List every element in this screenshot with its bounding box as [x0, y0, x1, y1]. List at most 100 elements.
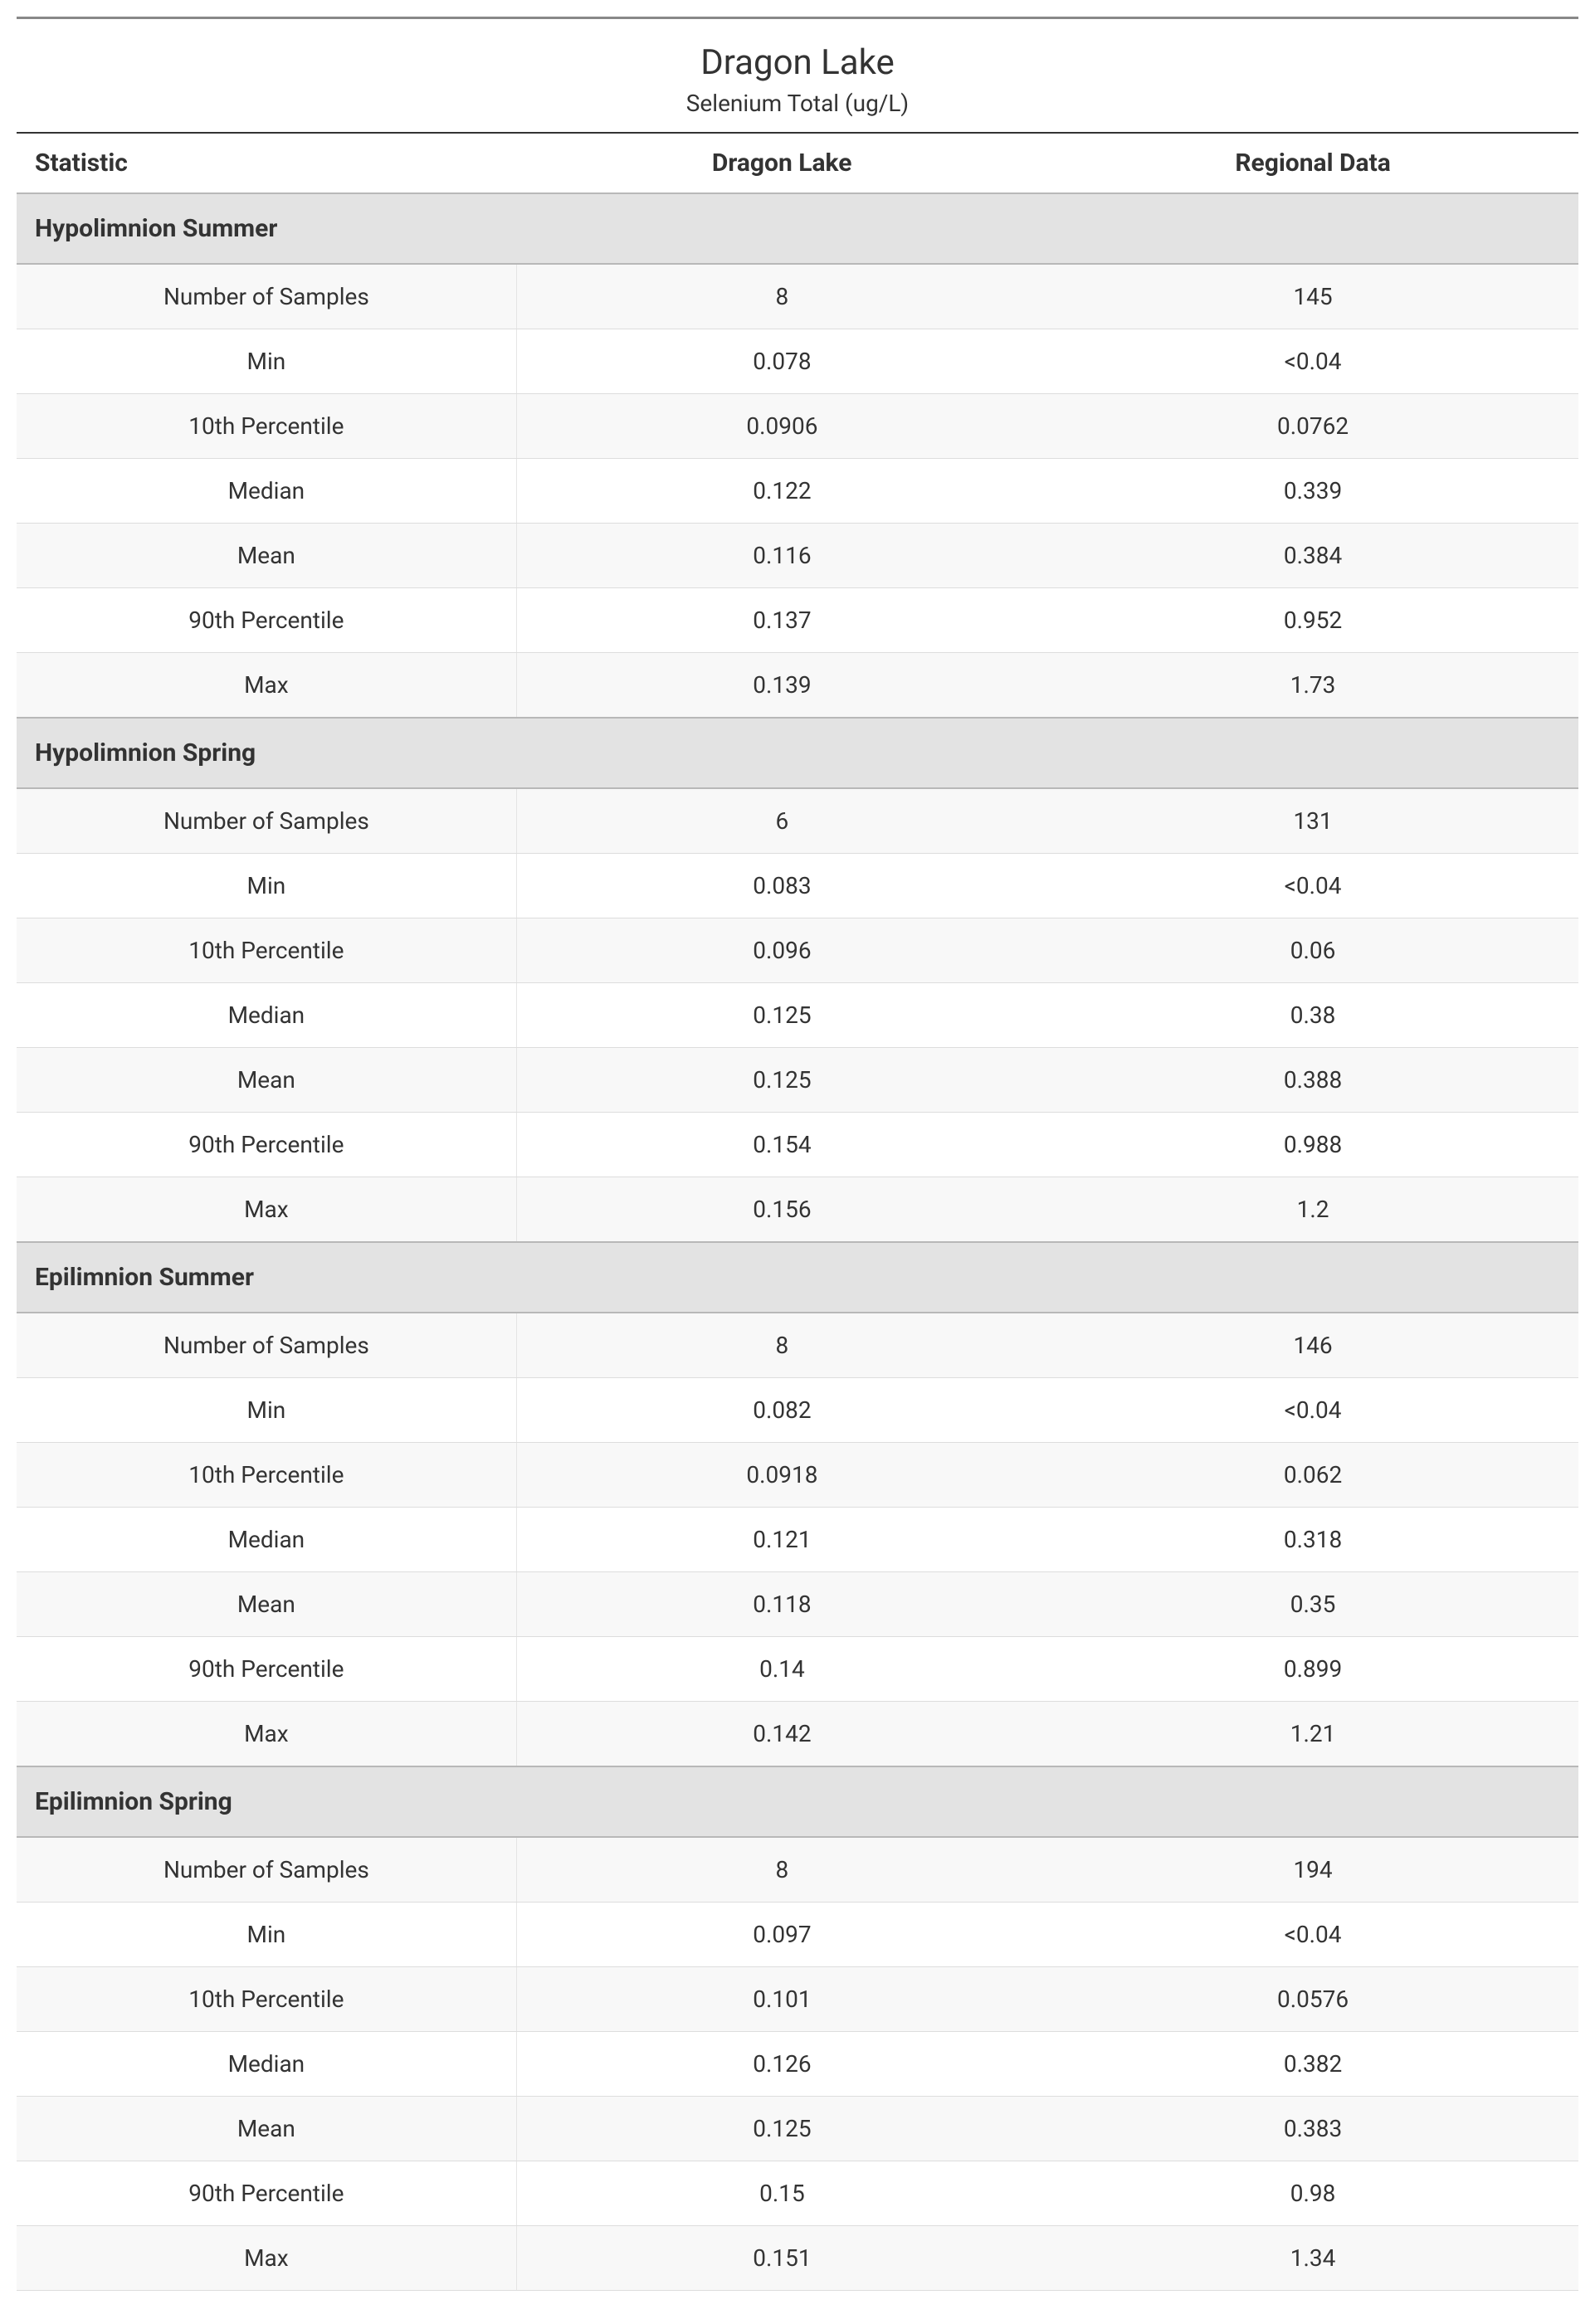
stat-label: Max	[17, 2226, 516, 2291]
section-title: Hypolimnion Spring	[17, 718, 1578, 788]
stat-label: Max	[17, 653, 516, 719]
local-value: 0.083	[516, 854, 1047, 918]
regional-value: 131	[1047, 788, 1578, 854]
regional-value: 0.38	[1047, 983, 1578, 1048]
regional-value: <0.04	[1047, 329, 1578, 394]
table-row: Median0.1220.339	[17, 459, 1578, 524]
table-row: 10th Percentile0.1010.0576	[17, 1967, 1578, 2032]
table-row: 90th Percentile0.1370.952	[17, 588, 1578, 653]
local-value: 0.101	[516, 1967, 1047, 2032]
regional-value: 0.339	[1047, 459, 1578, 524]
table-row: Min0.097<0.04	[17, 1903, 1578, 1967]
table-row: Min0.082<0.04	[17, 1378, 1578, 1443]
regional-value: 194	[1047, 1837, 1578, 1903]
local-value: 0.139	[516, 653, 1047, 719]
local-value: 0.118	[516, 1572, 1047, 1637]
regional-value: 1.34	[1047, 2226, 1578, 2291]
local-value: 8	[516, 264, 1047, 329]
regional-value: 0.988	[1047, 1113, 1578, 1177]
local-value: 0.15	[516, 2161, 1047, 2226]
table-row: Max0.1391.73	[17, 653, 1578, 719]
regional-value: 0.318	[1047, 1508, 1578, 1572]
stat-label: Number of Samples	[17, 264, 516, 329]
local-value: 0.125	[516, 2097, 1047, 2161]
local-value: 0.078	[516, 329, 1047, 394]
regional-value: 0.062	[1047, 1443, 1578, 1508]
local-value: 0.0906	[516, 394, 1047, 459]
local-value: 0.156	[516, 1177, 1047, 1243]
regional-value: 145	[1047, 264, 1578, 329]
section-title: Epilimnion Summer	[17, 1242, 1578, 1313]
regional-value: <0.04	[1047, 854, 1578, 918]
regional-value: 0.952	[1047, 588, 1578, 653]
stat-label: 10th Percentile	[17, 1443, 516, 1508]
local-value: 8	[516, 1313, 1047, 1378]
stat-label: Max	[17, 1177, 516, 1243]
table-row: Number of Samples8194	[17, 1837, 1578, 1903]
column-header-row: Statistic Dragon Lake Regional Data	[17, 133, 1578, 193]
stat-label: 90th Percentile	[17, 1637, 516, 1702]
regional-value: 0.0762	[1047, 394, 1578, 459]
stat-label: 90th Percentile	[17, 1113, 516, 1177]
regional-value: 0.382	[1047, 2032, 1578, 2097]
page-title: Dragon Lake	[17, 42, 1578, 83]
regional-value: 0.899	[1047, 1637, 1578, 1702]
local-value: 6	[516, 788, 1047, 854]
table-row: Mean0.1180.35	[17, 1572, 1578, 1637]
section-header: Epilimnion Summer	[17, 1242, 1578, 1313]
regional-value: 1.21	[1047, 1702, 1578, 1767]
table-row: Number of Samples8145	[17, 264, 1578, 329]
table-row: Min0.083<0.04	[17, 854, 1578, 918]
local-value: 8	[516, 1837, 1047, 1903]
table-row: Number of Samples8146	[17, 1313, 1578, 1378]
stat-label: Mean	[17, 524, 516, 588]
stat-label: Max	[17, 1702, 516, 1767]
local-value: 0.142	[516, 1702, 1047, 1767]
table-row: Max0.1561.2	[17, 1177, 1578, 1243]
local-value: 0.14	[516, 1637, 1047, 1702]
stat-label: 10th Percentile	[17, 1967, 516, 2032]
stat-label: Number of Samples	[17, 1837, 516, 1903]
stat-label: Mean	[17, 1048, 516, 1113]
col-header-local: Dragon Lake	[516, 133, 1047, 193]
table-row: Min0.078<0.04	[17, 329, 1578, 394]
regional-value: 0.384	[1047, 524, 1578, 588]
stat-label: Mean	[17, 2097, 516, 2161]
col-header-regional: Regional Data	[1047, 133, 1578, 193]
table-row: Mean0.1160.384	[17, 524, 1578, 588]
regional-value: 0.98	[1047, 2161, 1578, 2226]
stat-label: Median	[17, 983, 516, 1048]
table-row: Mean0.1250.383	[17, 2097, 1578, 2161]
regional-value: 1.73	[1047, 653, 1578, 719]
local-value: 0.082	[516, 1378, 1047, 1443]
table-row: 10th Percentile0.09060.0762	[17, 394, 1578, 459]
section-title: Hypolimnion Summer	[17, 193, 1578, 264]
stat-label: 90th Percentile	[17, 2161, 516, 2226]
table-row: 10th Percentile0.09180.062	[17, 1443, 1578, 1508]
stat-label: Min	[17, 1903, 516, 1967]
section-header: Hypolimnion Summer	[17, 193, 1578, 264]
local-value: 0.0918	[516, 1443, 1047, 1508]
stats-table: Statistic Dragon Lake Regional Data Hypo…	[17, 132, 1578, 2291]
regional-value: 0.0576	[1047, 1967, 1578, 2032]
regional-value: 0.35	[1047, 1572, 1578, 1637]
stat-label: Number of Samples	[17, 788, 516, 854]
table-row: Median0.1260.382	[17, 2032, 1578, 2097]
stat-label: Min	[17, 854, 516, 918]
title-block: Dragon Lake Selenium Total (ug/L)	[17, 42, 1578, 117]
local-value: 0.122	[516, 459, 1047, 524]
table-row: Number of Samples6131	[17, 788, 1578, 854]
regional-value: 146	[1047, 1313, 1578, 1378]
stat-label: Min	[17, 329, 516, 394]
table-row: Max0.1511.34	[17, 2226, 1578, 2291]
stat-label: Number of Samples	[17, 1313, 516, 1378]
stat-label: Median	[17, 459, 516, 524]
section-header: Epilimnion Spring	[17, 1766, 1578, 1837]
table-row: 90th Percentile0.1540.988	[17, 1113, 1578, 1177]
local-value: 0.137	[516, 588, 1047, 653]
table-row: 10th Percentile0.0960.06	[17, 918, 1578, 983]
regional-value: <0.04	[1047, 1903, 1578, 1967]
local-value: 0.096	[516, 918, 1047, 983]
local-value: 0.121	[516, 1508, 1047, 1572]
stat-label: Median	[17, 1508, 516, 1572]
